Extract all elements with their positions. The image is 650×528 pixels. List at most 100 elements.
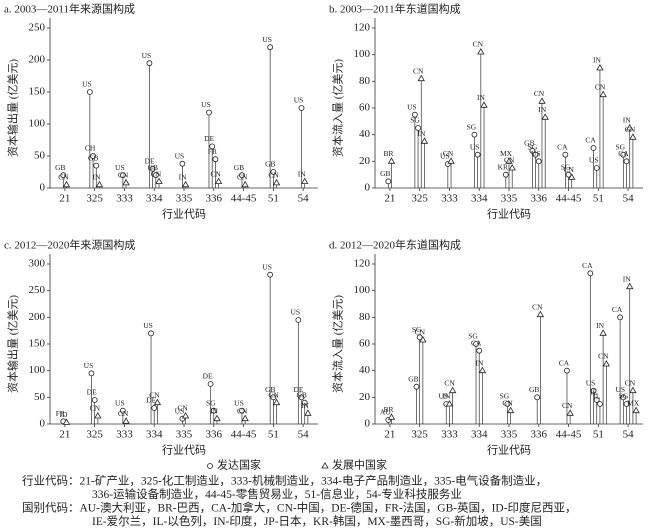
point: [602, 359, 611, 367]
point-label: US: [175, 151, 185, 160]
point-label: ID: [60, 410, 68, 419]
y-tick-label: 80: [359, 75, 371, 87]
point-label: IN: [298, 169, 306, 178]
point-label: IN: [623, 274, 631, 283]
x-tick-label: 21: [384, 193, 395, 205]
point: [445, 399, 454, 407]
point: [295, 317, 302, 323]
point: [152, 172, 159, 179]
point: [181, 180, 190, 188]
point-label: SG: [616, 142, 626, 151]
point: [473, 341, 479, 347]
point-label: GB: [234, 163, 244, 172]
point: [214, 177, 223, 184]
point-label: US: [234, 398, 244, 407]
point: [448, 386, 457, 394]
point: [210, 407, 217, 414]
point-label: CA: [471, 338, 482, 347]
point: [62, 418, 71, 425]
x-tick-label: 44-45: [556, 193, 582, 205]
x-tick-label: 333: [116, 429, 133, 441]
point: [617, 314, 624, 321]
point: [590, 145, 597, 151]
point: [599, 90, 607, 98]
point: [209, 143, 216, 150]
point: [541, 113, 549, 120]
point-label: MX: [500, 149, 513, 158]
point-label: BR: [383, 149, 393, 158]
point-label: GB: [529, 385, 539, 394]
point-label: KR: [498, 162, 508, 171]
legend-label: 发展中国家: [332, 458, 387, 472]
point-label: GB: [265, 385, 275, 394]
point-label: CN: [443, 149, 454, 158]
point-label: DE: [204, 134, 214, 143]
point: [212, 156, 219, 163]
y-tick-label: 200: [29, 54, 46, 66]
point: [593, 165, 600, 171]
point-label: CN: [532, 302, 543, 311]
point-label: US: [294, 96, 304, 105]
point: [626, 123, 634, 131]
x-tick-label: 44-45: [231, 193, 257, 205]
panel-title: a. 2003—2011年来源国构成: [4, 2, 135, 16]
x-tick-label: 54: [623, 193, 635, 205]
x-tick-label: 44-45: [231, 429, 257, 441]
point: [504, 401, 511, 407]
point-label: CN: [625, 125, 636, 134]
point-label: US: [142, 51, 152, 60]
point: [599, 329, 607, 336]
x-tick-label: 335: [501, 429, 518, 441]
note: 行业代码：21-矿产业，325-化工制造业，333-机械制造业，334-电子产品…: [22, 474, 547, 488]
point: [529, 147, 536, 154]
point-label: CN: [444, 378, 455, 387]
x-tick-label: 334: [146, 429, 163, 441]
y-tick-label: 0: [40, 182, 46, 194]
point-label: SG: [500, 392, 510, 401]
point: [298, 394, 305, 401]
point-label: US: [262, 262, 272, 271]
point-label: IN: [538, 105, 546, 114]
note: 国别代码：AU-澳大利亚，BR-巴西，CA-加拿大，CN-中国，DE-德国，FR…: [22, 501, 577, 515]
point-label: CN: [473, 40, 484, 49]
x-tick-label: 335: [501, 193, 518, 205]
panel-title: c. 2012—2020年来源国构成: [4, 238, 135, 252]
point-label: CN: [413, 66, 424, 75]
point-label: IN: [179, 173, 187, 182]
x-tick-label: 325: [86, 193, 103, 205]
point: [597, 401, 603, 407]
point: [155, 177, 163, 184]
x-tick-label: 51: [593, 193, 604, 205]
point: [88, 370, 95, 377]
y-tick-label: 300: [29, 258, 46, 270]
point-label: US: [82, 80, 92, 89]
point: [122, 417, 130, 424]
point-label: CN: [58, 173, 69, 182]
point-label: IN: [418, 129, 426, 138]
point: [272, 398, 281, 406]
point-label: CN: [118, 171, 129, 180]
point-label: US: [115, 398, 125, 407]
y-tick-label: 100: [354, 284, 371, 296]
point-label: CN: [268, 171, 279, 180]
point-label: CN: [564, 165, 575, 174]
point: [239, 407, 245, 414]
point-label: GB: [380, 169, 390, 178]
point: [149, 165, 156, 172]
point-label: SG: [467, 122, 477, 131]
point: [206, 109, 212, 116]
y-axis-label: 资本输出量 (亿美元): [6, 295, 20, 393]
y-tick-label: 20: [359, 155, 371, 167]
point-label: US: [589, 156, 599, 165]
point-label: GB: [55, 163, 65, 172]
point-label: CN: [562, 401, 573, 410]
x-tick-label: 333: [441, 429, 458, 441]
point-label: FR: [56, 409, 65, 418]
point-label: CN: [177, 404, 188, 413]
point-label: CA: [585, 136, 596, 145]
y-axis-label: 资本流入量 (亿美元): [331, 295, 345, 393]
point: [413, 383, 420, 390]
x-tick-label: 334: [471, 429, 488, 441]
point-label: CN: [504, 156, 515, 165]
y-tick-label: 0: [40, 418, 46, 430]
